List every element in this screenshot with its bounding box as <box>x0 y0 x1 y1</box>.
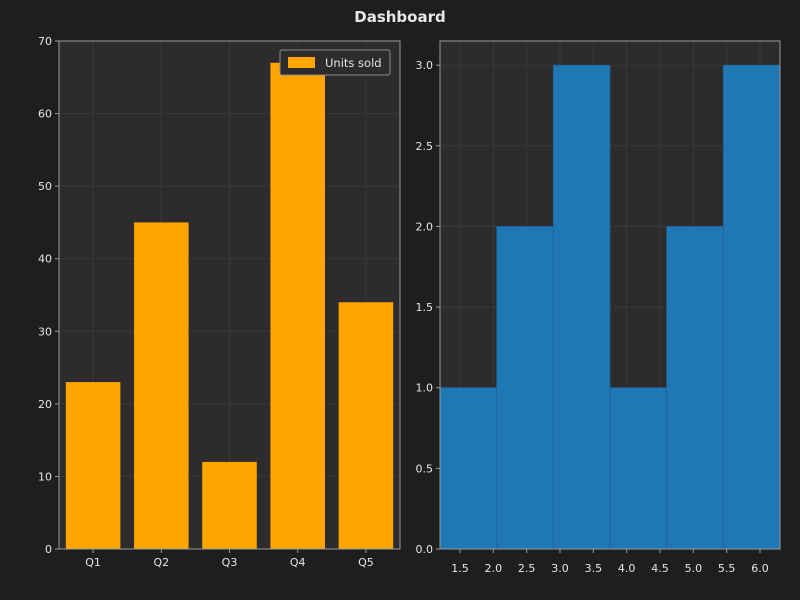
hist-x-tick-label: 6.0 <box>751 562 769 575</box>
bar-q5 <box>338 302 394 549</box>
hist-y-tick-label: 1.0 <box>416 382 434 395</box>
hist-bin <box>439 387 498 550</box>
hist-bin <box>552 64 611 550</box>
hist-bin <box>666 226 724 550</box>
hist-y-tick-label: 3.0 <box>416 59 434 72</box>
hist-bin <box>722 64 781 550</box>
bar-x-tick-label: Q5 <box>358 556 374 569</box>
bar-y-tick-label: 50 <box>38 180 52 193</box>
bar-q4 <box>270 62 325 550</box>
bar-chart: 0 10 20 30 40 50 60 70 Q1 Q2 Q3 Q4 Q5 Units sold <box>38 35 401 569</box>
figure-title: Dashboard <box>354 8 445 26</box>
bar-y-tick-label: 70 <box>38 35 52 48</box>
legend-label-units-sold: Units sold <box>325 56 382 70</box>
legend-swatch-units-sold <box>288 57 315 68</box>
hist-y-tick-label: 2.0 <box>416 220 434 233</box>
hist-x-tick-label: 1.5 <box>451 562 469 575</box>
bar-y-tick-label: 40 <box>38 253 52 266</box>
bar-q2 <box>134 222 189 549</box>
bar-y-tick-label: 10 <box>38 470 52 483</box>
bar-y-tick-label: 20 <box>38 398 52 411</box>
bar-y-tick-label: 60 <box>38 108 52 121</box>
bar-x-tick-label: Q2 <box>153 556 169 569</box>
hist-bin <box>496 226 554 550</box>
bar-q3 <box>202 461 257 549</box>
hist-y-tick-label: 2.5 <box>416 140 434 153</box>
bar-y-tick-label: 0 <box>45 543 52 556</box>
bar-x-tick-label: Q3 <box>222 556 238 569</box>
hist-axes-frame <box>439 40 781 550</box>
hist-x-tick-label: 2.5 <box>518 562 536 575</box>
hist-bin <box>609 387 668 550</box>
bar-x-tick-label: Q1 <box>85 556 101 569</box>
hist-x-tick-label: 2.0 <box>485 562 503 575</box>
bar-q1 <box>65 382 121 549</box>
hist-x-tick-label: 5.5 <box>718 562 736 575</box>
hist-x-tick-label: 3.0 <box>551 562 569 575</box>
bar-y-tick-label: 30 <box>38 325 52 338</box>
hist-y-tick-label: 1.5 <box>416 301 434 314</box>
hist-x-tick-label: 4.5 <box>651 562 669 575</box>
hist-y-tick-label: 0.0 <box>416 543 434 556</box>
hist-x-tick-label: 3.5 <box>585 562 603 575</box>
hist-x-tick-label: 4.0 <box>618 562 636 575</box>
bar-x-tick-label: Q4 <box>290 556 306 569</box>
legend-box <box>279 49 391 76</box>
hist-x-tick-label: 5.0 <box>685 562 703 575</box>
hist-y-tick-label: 0.5 <box>416 462 434 475</box>
histogram-chart: 0.0 0.5 1.0 1.5 2.0 2.5 3.0 1.5 2.0 2.5 3.0 3.5 4.0 4… <box>416 40 781 575</box>
